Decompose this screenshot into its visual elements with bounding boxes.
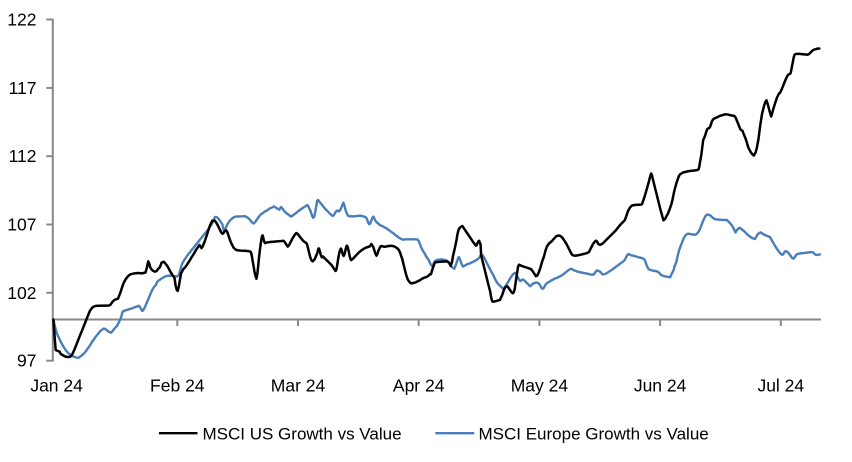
svg-text:MSCI US Growth vs Value: MSCI US Growth vs Value — [203, 425, 402, 444]
svg-text:Jun 24: Jun 24 — [634, 376, 687, 396]
svg-text:112: 112 — [9, 146, 37, 166]
svg-text:Mar 24: Mar 24 — [271, 376, 326, 396]
svg-text:97: 97 — [17, 351, 36, 371]
svg-text:Jan 24: Jan 24 — [30, 376, 83, 396]
svg-text:117: 117 — [9, 78, 37, 98]
svg-text:Jul 24: Jul 24 — [757, 376, 804, 396]
svg-text:122: 122 — [7, 10, 36, 30]
svg-text:Feb 24: Feb 24 — [150, 376, 205, 396]
svg-text:May 24: May 24 — [511, 376, 569, 396]
svg-text:102: 102 — [7, 283, 36, 303]
svg-text:107: 107 — [7, 215, 36, 235]
svg-text:MSCI Europe Growth vs Value: MSCI Europe Growth vs Value — [479, 425, 709, 444]
svg-text:Apr 24: Apr 24 — [393, 376, 445, 396]
